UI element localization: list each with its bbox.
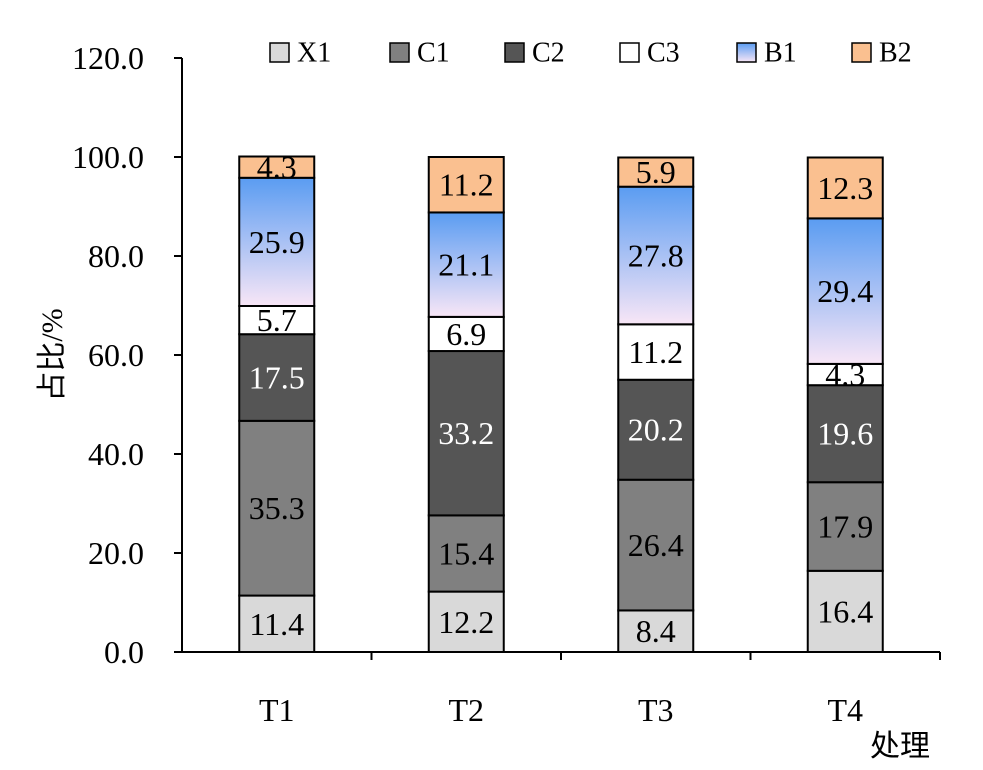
data-label-c3-t1: 5.7 <box>257 302 297 338</box>
data-label-b1-t3: 27.8 <box>628 238 684 274</box>
bar-segment-b2-t2 <box>427 156 505 214</box>
data-label-x1-t1: 11.4 <box>249 606 304 642</box>
x-tick-label: T3 <box>638 692 674 728</box>
bar-segment-c1-t3 <box>617 478 695 612</box>
y-axis-title: 占比/% <box>36 308 69 401</box>
x-tick-label: T1 <box>259 692 295 728</box>
x-tick-label: T4 <box>827 692 863 728</box>
x-tick-label: T2 <box>448 692 484 728</box>
bar-segment-b2-t4 <box>806 156 884 220</box>
data-label-x1-t2: 12.2 <box>438 604 494 640</box>
bar-segment-c1-t4 <box>806 481 884 572</box>
bar-segment-b1-t4 <box>806 217 884 365</box>
bar-segment-c1-t1 <box>238 419 316 597</box>
y-tick-label: 40.0 <box>88 436 144 472</box>
data-label-c1-t3: 26.4 <box>628 527 684 563</box>
legend-swatch-b1 <box>736 42 757 63</box>
data-label-c3-t2: 6.9 <box>446 316 486 352</box>
x-axis-title: 处理 <box>870 730 930 763</box>
legend-swatch-x1 <box>269 42 290 63</box>
legend-swatch-b2 <box>851 42 872 63</box>
data-label-b1-t4: 29.4 <box>817 273 873 309</box>
bar-segment-b1-t1 <box>238 176 316 307</box>
bar-segment-c3-t2 <box>427 315 505 353</box>
y-tick-label: 20.0 <box>88 535 144 571</box>
data-label-c2-t3: 20.2 <box>628 412 684 448</box>
legend-label-b2: B2 <box>879 38 912 69</box>
axes-layer: 0.0 20.0 40.0 60.0 80.0 100.0 120.0 T1 T2 T3 T4 <box>72 40 941 728</box>
y-tick-label: 100.0 <box>72 139 144 175</box>
y-tick-label: 120.0 <box>72 40 144 76</box>
data-label-c1-t2: 15.4 <box>438 535 494 571</box>
legend-swatch-c1 <box>389 42 410 63</box>
data-label-c2-t4: 19.6 <box>817 416 873 452</box>
legend-label-c1: C1 <box>417 38 450 69</box>
bar-segment-c3-t1 <box>238 304 316 336</box>
bar-segment-c1-t2 <box>427 514 505 593</box>
data-label-c3-t4: 4.3 <box>825 357 865 393</box>
data-label-c3-t3: 11.2 <box>628 334 683 370</box>
bar-segment-b2-t3 <box>617 156 695 188</box>
bar-segment-c2-t4 <box>806 384 884 484</box>
data-label-b2-t4: 12.3 <box>817 170 873 206</box>
legend-swatch-c3 <box>619 42 640 63</box>
bars-layer <box>238 155 884 654</box>
bar-segment-c3-t3 <box>617 323 695 381</box>
bar-segment-x1-t1 <box>238 594 316 654</box>
legend-label-c3: C3 <box>647 38 680 69</box>
data-label-b1-t1: 25.9 <box>249 224 305 260</box>
bar-segment-x1-t4 <box>806 569 884 654</box>
bar-segment-x1-t3 <box>617 609 695 653</box>
segment-labels-layer: 11.4 35.3 17.5 5.7 25.9 4.3 12.2 15.4 33.2 6.9 21.… <box>249 149 874 649</box>
legend-label-x1: X1 <box>297 38 331 69</box>
data-label-c1-t1: 35.3 <box>249 490 305 526</box>
legend: X1 C1 C2 C3 B1 B2 <box>269 38 912 69</box>
data-label-b2-t2: 11.2 <box>439 167 494 203</box>
bar-segment-b2-t1 <box>238 155 316 179</box>
data-label-c1-t4: 17.9 <box>817 509 873 545</box>
y-tick-label: 0.0 <box>104 634 144 670</box>
y-tick-label: 60.0 <box>88 337 144 373</box>
data-label-b2-t3: 5.9 <box>636 154 676 190</box>
legend-label-c2: C2 <box>532 38 565 69</box>
legend-label-b1: B1 <box>764 38 797 69</box>
y-tick-label: 80.0 <box>88 238 144 274</box>
data-label-b1-t2: 21.1 <box>438 247 494 283</box>
bar-segment-c2-t2 <box>427 350 505 517</box>
data-label-x1-t4: 16.4 <box>817 593 873 629</box>
data-label-x1-t3: 8.4 <box>636 613 676 649</box>
data-label-c2-t1: 17.5 <box>249 360 305 396</box>
legend-swatch-c2 <box>504 42 525 63</box>
data-label-b2-t1: 4.3 <box>257 149 297 185</box>
data-label-c2-t2: 33.2 <box>438 415 494 451</box>
bar-segment-b1-t3 <box>617 185 695 326</box>
